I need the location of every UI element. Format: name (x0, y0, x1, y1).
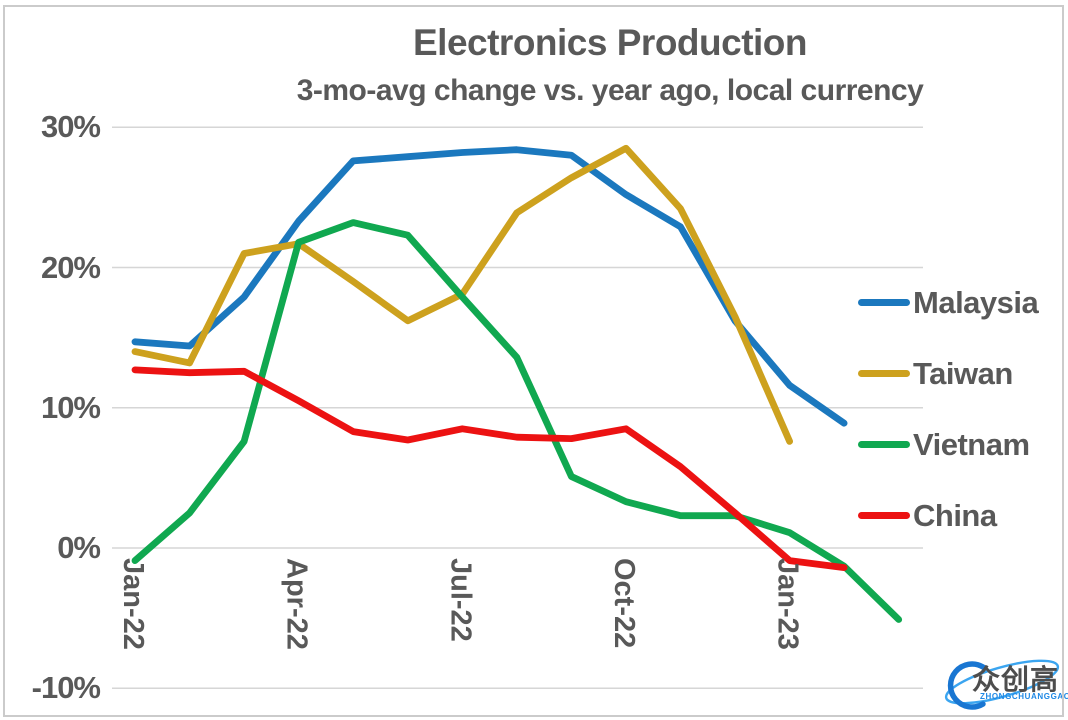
legend: Malaysia Taiwan Vietnam China (858, 267, 1039, 551)
chart-subtitle: 3-mo-avg change vs. year ago, local curr… (296, 74, 924, 107)
x-tick-label-Jul-22: Jul-22 (444, 558, 477, 642)
legend-swatch-china (858, 512, 910, 519)
legend-label-taiwan: Taiwan (913, 355, 1013, 391)
watermark-cjk-text: 众创高 (972, 664, 1060, 695)
legend-label-vietnam: Vietnam (913, 426, 1030, 462)
y-tick-label-30%: 30% (40, 109, 101, 145)
legend-swatch-vietnam (858, 441, 910, 448)
x-tick-label-Apr-22: Apr-22 (280, 558, 313, 650)
y-tick-label-0%: 0% (57, 530, 101, 565)
x-tick-label-Jan-22: Jan-22 (117, 558, 149, 650)
series-line-malaysia (131, 146, 848, 427)
legend-swatch-taiwan (858, 370, 910, 377)
series-lines (131, 144, 903, 623)
legend-label-malaysia: Malaysia (913, 284, 1039, 320)
legend-entry-vietnam: Vietnam (858, 409, 1038, 480)
x-tick-label-Jan-23: Jan-23 (771, 558, 804, 650)
chart-title: Electronics Production (412, 22, 808, 63)
watermark-logo: 众创高 ZHONGCHUANGGAO (938, 652, 1068, 718)
watermark-swoosh-icon (944, 659, 1060, 710)
series-line-vietnam (131, 219, 903, 623)
legend-entry-china: China (858, 480, 1038, 551)
y-tick-label-20%: 20% (40, 249, 101, 285)
legend-label-china: China (913, 497, 997, 533)
legend-swatch-malaysia (858, 299, 910, 306)
y-tick-label--10%: -10% (31, 670, 101, 706)
legend-entry-malaysia: Malaysia (858, 267, 1039, 338)
legend-entry-taiwan: Taiwan (858, 338, 1038, 409)
x-tick-label-Oct-22: Oct-22 (607, 558, 640, 649)
gridlines (112, 126, 923, 690)
y-tick-label-10%: 10% (40, 389, 101, 425)
watermark-latin-text: ZHONGCHUANGGAO (980, 692, 1068, 701)
series-line-china (131, 366, 848, 571)
